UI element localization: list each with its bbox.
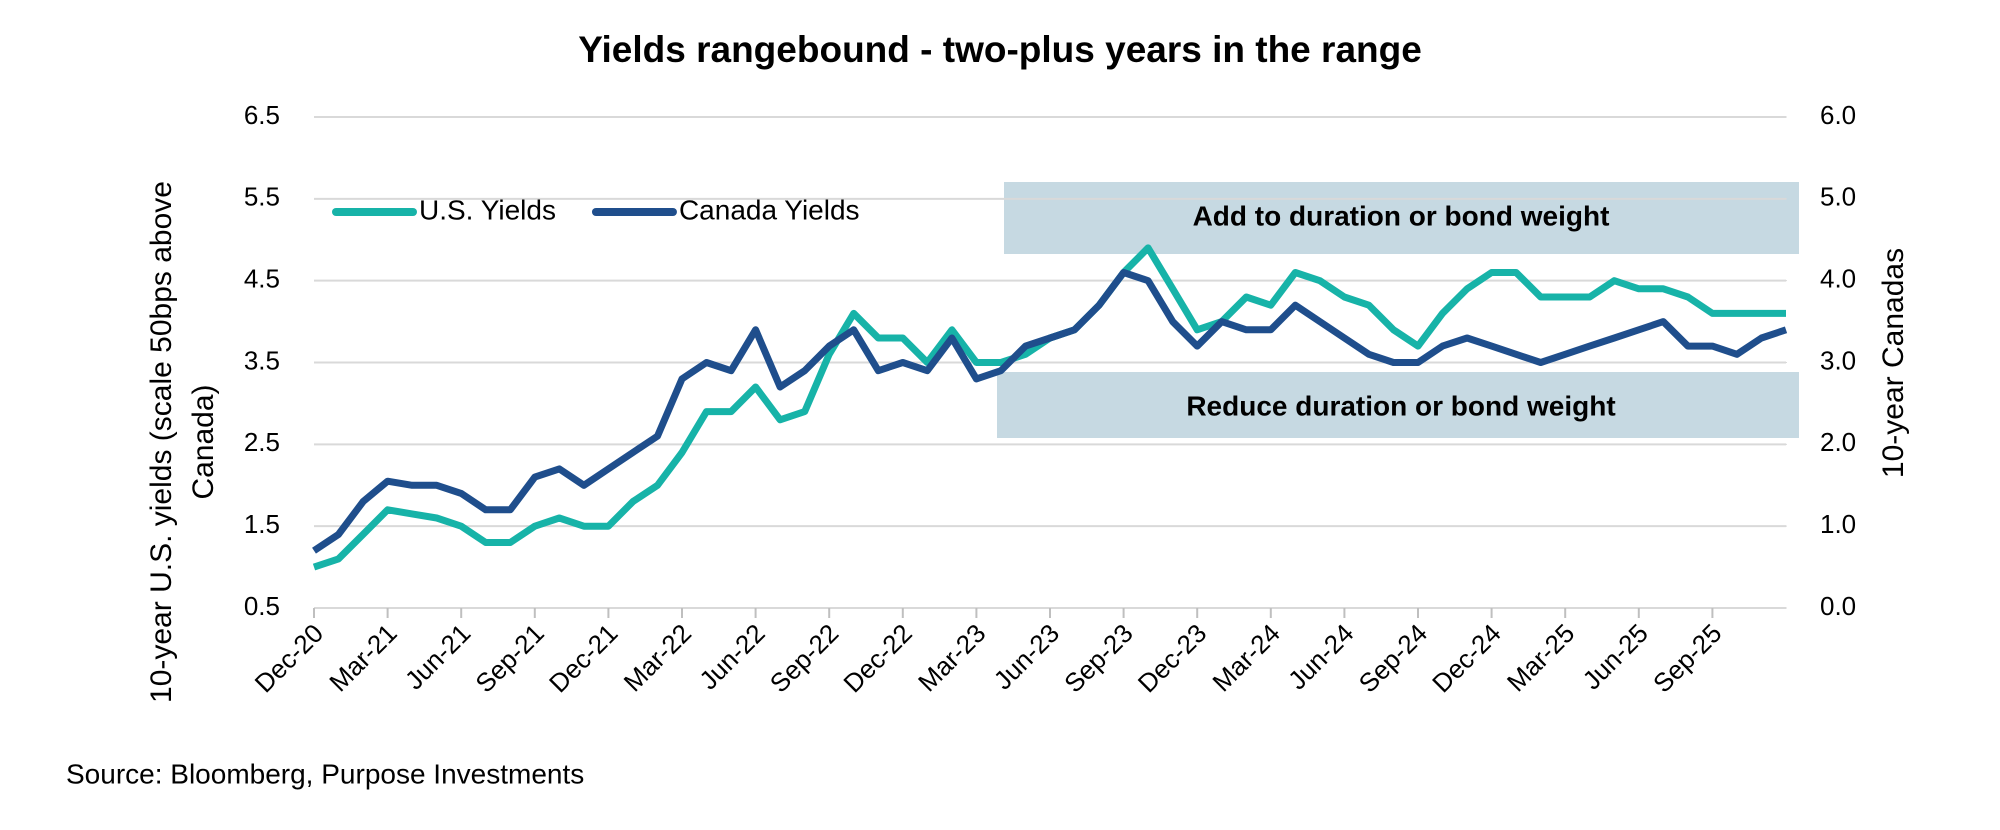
y-tick-label: 0.5 <box>244 591 280 621</box>
y2-tick-label: 3.0 <box>1820 345 1856 375</box>
annotation-box <box>1004 182 1799 254</box>
x-tick-label: Mar-24 <box>1206 618 1285 697</box>
x-tick-label: Jun-21 <box>399 618 476 695</box>
x-tick-label: Mar-25 <box>1501 618 1580 697</box>
y2-tick-label: 6.0 <box>1820 100 1856 130</box>
y2-tick-label: 2.0 <box>1820 427 1856 457</box>
x-tick-label: Mar-21 <box>323 618 402 697</box>
chart-title: Yields rangebound - two-plus years in th… <box>578 29 1422 70</box>
x-tick-label: Dec-24 <box>1426 618 1506 698</box>
x-tick-label: Sep-21 <box>469 618 549 698</box>
x-tick-label: Sep-24 <box>1353 618 1433 698</box>
y-tick-label: 6.5 <box>244 100 280 130</box>
y-tick-label: 2.5 <box>244 427 280 457</box>
source: Source: Bloomberg, Purpose Investments <box>66 758 584 789</box>
y2-tick-label: 5.0 <box>1820 182 1856 212</box>
x-tick-label: Jun-24 <box>1282 618 1359 695</box>
x-tick-label: Mar-22 <box>618 618 697 697</box>
y-tick-label: 5.5 <box>244 182 280 212</box>
x-tick-label: Dec-21 <box>543 618 623 698</box>
x-tick-label: Sep-23 <box>1058 618 1138 698</box>
legend-label: Canada Yields <box>679 194 860 225</box>
y-tick-label: 1.5 <box>244 509 280 539</box>
annotation: Add to duration or bond weight <box>1193 200 1610 231</box>
y-axis-title: 10-year U.S. yields (scale 50bps above C… <box>145 181 220 703</box>
annotation: Reduce duration or bond weight <box>1186 390 1615 421</box>
x-tick-label: Sep-25 <box>1647 618 1727 698</box>
y-tick-label: 3.5 <box>244 345 280 375</box>
y2-tick-label: 4.0 <box>1820 264 1856 294</box>
y-tick-label: 4.5 <box>244 264 280 294</box>
x-tick-label: Dec-23 <box>1132 618 1212 698</box>
series-line <box>312 269 1788 554</box>
y2-tick-label: 0.0 <box>1820 591 1856 621</box>
x-tick-label: Jun-25 <box>1576 618 1653 695</box>
x-tick-label: Sep-22 <box>764 618 844 698</box>
x-tick-label: Mar-23 <box>912 618 991 697</box>
x-tick-label: Jun-22 <box>693 618 770 695</box>
legend-label: U.S. Yields <box>419 194 556 225</box>
annotation-box <box>997 372 1799 438</box>
x-tick-label: Jun-23 <box>988 618 1065 695</box>
x-tick-label: Dec-20 <box>249 618 329 698</box>
y2-axis-title: 10-year Canadas <box>1877 248 1910 478</box>
x-tick-label: Dec-22 <box>837 618 917 698</box>
y2-tick-label: 1.0 <box>1820 509 1856 539</box>
